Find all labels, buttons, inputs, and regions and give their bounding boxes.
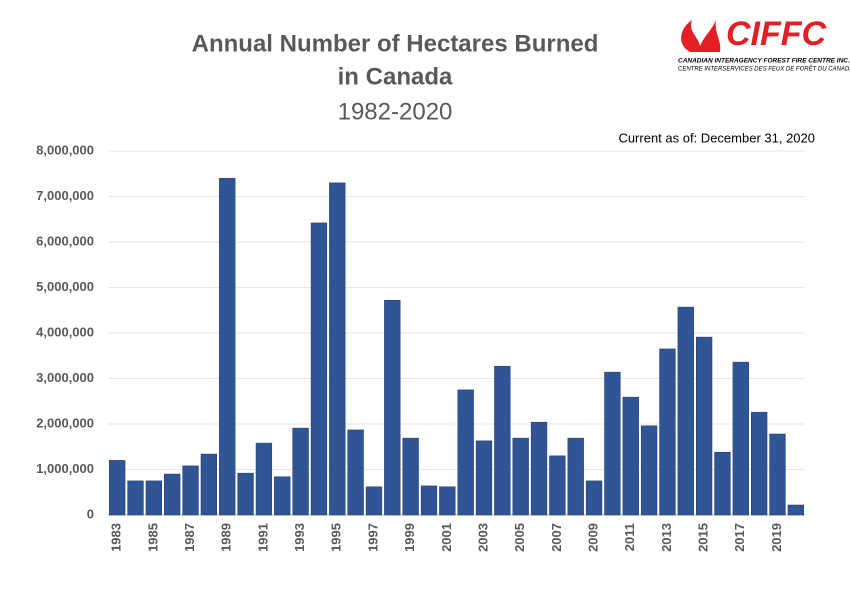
logo: CIFFC CANADIAN INTERAGENCY FOREST FIRE C… <box>678 15 850 73</box>
bar <box>640 425 658 516</box>
chart-title: in Canada <box>338 63 453 90</box>
bar <box>292 427 309 516</box>
x-tick-label: 1989 <box>219 523 234 552</box>
logo-line: CENTRE INTERSERVICES DES FEUX DE FORÊT D… <box>678 65 850 73</box>
bar <box>732 361 749 516</box>
x-tick-label: 1985 <box>145 523 160 552</box>
bar <box>182 465 199 516</box>
x-tick-label: 1997 <box>365 523 380 552</box>
bar <box>714 451 731 516</box>
x-tick-label: 2019 <box>769 523 784 552</box>
y-tick-label: 8,000,000 <box>36 142 94 157</box>
bar <box>274 476 291 516</box>
bar <box>329 182 346 516</box>
x-tick-label: 2017 <box>732 523 747 552</box>
bar <box>109 460 126 516</box>
bar <box>659 348 676 516</box>
bar <box>310 222 328 516</box>
bar <box>494 365 511 516</box>
bar <box>237 472 254 516</box>
bar <box>127 480 144 516</box>
x-tick-label: 2015 <box>696 523 711 552</box>
x-tick-label: 1983 <box>109 523 124 552</box>
x-tick-label: 2009 <box>586 523 601 552</box>
y-tick-label: 2,000,000 <box>36 415 94 430</box>
bar <box>219 178 236 516</box>
y-tick-label: 1,000,000 <box>36 461 94 476</box>
x-tick-label: 2013 <box>659 523 674 552</box>
x-tick-label: 2011 <box>622 523 637 551</box>
logo-flame <box>681 20 721 52</box>
bar <box>164 473 181 516</box>
bar <box>530 421 548 516</box>
x-tick-label: 2007 <box>549 523 564 552</box>
y-tick-label: 6,000,000 <box>36 233 94 248</box>
bar <box>512 437 529 516</box>
x-tick-label: 1991 <box>255 523 270 552</box>
chart-subtitle: 1982-2020 <box>338 98 453 125</box>
bar <box>365 486 383 516</box>
bar <box>769 433 786 516</box>
x-tick-label: 1995 <box>329 523 344 552</box>
x-tick-label: 1987 <box>182 523 197 552</box>
bar <box>347 429 364 516</box>
bar <box>384 299 401 516</box>
bar <box>475 440 493 516</box>
bar <box>439 486 456 516</box>
bar <box>145 480 162 516</box>
x-tick-label: 1993 <box>292 523 307 552</box>
annotation: Current as of: December 31, 2020 <box>618 130 815 145</box>
bar <box>457 389 474 516</box>
logo-name: CIFFC <box>726 15 827 53</box>
bar <box>751 411 768 516</box>
y-tick-label: 0 <box>87 506 94 521</box>
logo-line: CANADIAN INTERAGENCY FOREST FIRE CENTRE … <box>678 58 850 65</box>
bar <box>549 455 566 516</box>
y-tick-label: 7,000,000 <box>36 188 94 203</box>
bar <box>567 437 584 516</box>
y-tick-label: 3,000,000 <box>36 370 94 385</box>
x-tick-label: 1999 <box>402 523 417 552</box>
bar <box>420 485 438 516</box>
x-tick-label: 2003 <box>475 523 490 552</box>
bar <box>622 396 639 516</box>
y-tick-label: 4,000,000 <box>36 324 94 339</box>
bar <box>585 480 603 516</box>
bar <box>200 453 218 516</box>
x-tick-label: 2001 <box>439 523 454 552</box>
bar <box>604 371 621 516</box>
y-tick-label: 5,000,000 <box>36 279 94 294</box>
bar <box>402 437 419 516</box>
bar <box>677 306 694 516</box>
bar <box>695 336 713 516</box>
bar <box>787 504 804 516</box>
bar <box>255 442 273 516</box>
x-tick-label: 2005 <box>512 523 527 552</box>
chart-title: Annual Number of Hectares Burned <box>192 30 599 57</box>
